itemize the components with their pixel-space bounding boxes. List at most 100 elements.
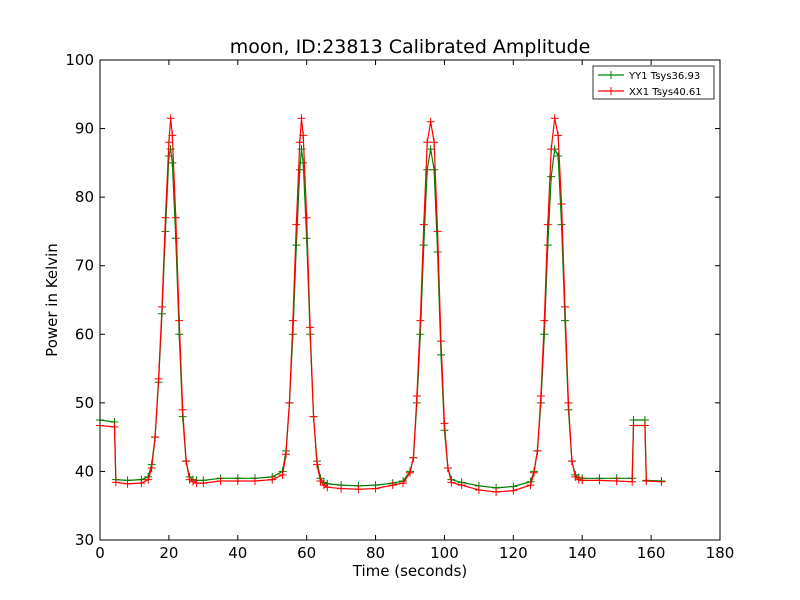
data-point xyxy=(509,486,518,495)
data-point xyxy=(419,241,428,250)
data-point xyxy=(567,457,576,466)
data-point xyxy=(251,477,259,486)
legend-marker xyxy=(607,71,615,79)
data-point xyxy=(178,405,187,414)
data-point xyxy=(182,457,191,466)
data-point xyxy=(443,464,452,472)
data-point xyxy=(175,316,184,325)
data-point xyxy=(371,484,380,493)
x-tick-label: 140 xyxy=(568,544,597,562)
data-point xyxy=(337,484,346,493)
data-point xyxy=(161,213,170,222)
data-point xyxy=(526,481,535,490)
data-point xyxy=(561,302,569,311)
x-tick-label: 100 xyxy=(430,544,459,562)
data-point xyxy=(492,488,501,496)
legend-label: YY1 Tsys36.93 xyxy=(628,71,700,82)
data-point xyxy=(574,475,583,484)
data-point xyxy=(319,481,328,490)
data-point xyxy=(168,158,177,167)
data-point xyxy=(168,131,177,140)
data-point xyxy=(216,477,225,486)
data-point xyxy=(151,433,160,442)
data-point xyxy=(554,131,563,140)
x-tick-label: 80 xyxy=(366,544,385,562)
data-point xyxy=(147,464,156,472)
data-point xyxy=(166,114,175,123)
data-point xyxy=(543,220,552,229)
y-tick-label: 80 xyxy=(75,188,94,206)
y-tick-label: 60 xyxy=(75,325,94,343)
data-point xyxy=(295,165,304,174)
data-point xyxy=(171,234,180,243)
legend-label: XX1 Tsys40.61 xyxy=(629,87,702,98)
data-point xyxy=(171,213,180,222)
data-point xyxy=(110,422,119,431)
data-point xyxy=(629,421,638,430)
data-point xyxy=(536,392,545,400)
y-tick-label: 40 xyxy=(75,462,94,480)
data-point xyxy=(164,138,173,147)
data-point xyxy=(530,468,538,477)
data-point xyxy=(309,412,318,421)
data-point xyxy=(288,316,297,325)
data-point xyxy=(474,485,483,494)
data-point xyxy=(423,165,432,174)
data-point xyxy=(447,478,456,487)
data-point xyxy=(557,200,566,208)
data-point xyxy=(409,453,418,462)
data-point xyxy=(433,227,442,236)
data-point xyxy=(406,468,414,477)
data-point xyxy=(302,213,311,222)
data-point xyxy=(430,138,439,147)
data-point xyxy=(268,475,277,484)
data-point xyxy=(578,476,587,485)
data-point xyxy=(399,479,408,488)
y-tick-label: 100 xyxy=(65,51,94,69)
data-point xyxy=(137,479,146,488)
legend: YY1 Tsys36.93 XX1 Tsys40.61 xyxy=(592,65,715,100)
data-point xyxy=(285,398,294,407)
x-tick-label: 0 xyxy=(95,544,105,562)
data-point xyxy=(547,145,556,154)
data-point xyxy=(323,483,332,492)
data-point xyxy=(543,241,552,250)
y-tick-label: 90 xyxy=(75,120,94,138)
series-line xyxy=(99,118,662,493)
x-axis-ticks: 0 20 40 60 80 100 120 140 160 180 xyxy=(95,60,734,562)
data-point xyxy=(192,479,201,488)
y-tick-label: 50 xyxy=(75,394,94,412)
data-point xyxy=(430,165,439,174)
data-point xyxy=(640,421,649,430)
data-point xyxy=(282,450,290,459)
data-point xyxy=(550,114,559,123)
y-axis-ticks: 30 40 50 60 70 80 90 100 xyxy=(65,51,720,549)
data-point xyxy=(440,419,449,428)
series-0 xyxy=(96,145,666,492)
data-point xyxy=(612,477,621,486)
y-tick-label: 70 xyxy=(75,257,94,275)
data-point xyxy=(557,220,566,229)
data-point xyxy=(388,481,397,490)
y-axis-label: Power in Kelvin xyxy=(43,243,61,357)
x-tick-label: 180 xyxy=(706,544,735,562)
data-point xyxy=(457,481,466,490)
data-point xyxy=(316,477,325,486)
data-point xyxy=(426,145,435,154)
data-point xyxy=(595,476,604,485)
y-tick-label: 30 xyxy=(75,531,94,549)
plot-frame xyxy=(99,59,721,541)
data-point xyxy=(354,485,363,494)
data-point xyxy=(416,316,425,325)
data-point xyxy=(628,477,637,486)
data-point xyxy=(306,323,315,332)
data-point xyxy=(292,241,301,250)
plot-area xyxy=(96,114,666,496)
x-tick-label: 40 xyxy=(228,544,247,562)
data-point xyxy=(144,475,153,484)
x-axis-label: Time (seconds) xyxy=(352,562,468,580)
legend-marker xyxy=(607,87,615,95)
x-tick-label: 60 xyxy=(297,544,316,562)
data-point xyxy=(437,337,445,346)
data-point xyxy=(299,131,308,140)
